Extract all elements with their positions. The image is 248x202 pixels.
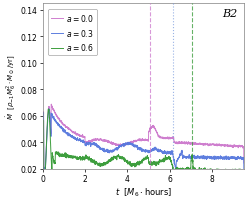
$a = 0.3$ [119,145,122,148]
$a = 0.0$ [242,162,245,164]
$a = 0.3$ [205,158,208,161]
Line: $a = 0.3$: $a = 0.3$ [43,109,244,178]
$a = 0.0$ [213,143,216,146]
$a = 0.6$ [45,138,48,140]
$a = 0.0$ [205,144,208,146]
$a = 0.6$ [205,169,208,171]
$a = 0.6$ [47,108,50,111]
$a = 0.6$ [221,170,224,172]
$a = 0.0$ [221,144,224,147]
Y-axis label: $\dot{M}\ \ [\rho_{-1} M_6^2 \cdot M_\odot/\mathrm{yr}]$: $\dot{M}\ \ [\rho_{-1} M_6^2 \cdot M_\od… [4,54,18,119]
$a = 0.3$ [154,146,156,148]
$a = 0.6$ [119,156,122,158]
$a = 0.6$ [213,170,216,172]
$a = 0.6$ [154,162,156,165]
$a = 0.0$ [41,175,44,177]
$a = 0.3$ [47,108,50,110]
Line: $a = 0.0$: $a = 0.0$ [43,105,244,176]
Line: $a = 0.6$: $a = 0.6$ [43,109,244,195]
$a = 0.0$ [50,103,53,106]
$a = 0.6$ [41,194,44,196]
$a = 0.3$ [45,139,48,141]
$a = 0.0$ [119,143,122,145]
$a = 0.0$ [154,128,156,131]
$a = 0.0$ [45,138,48,140]
$a = 0.3$ [41,176,44,179]
$a = 0.3$ [213,156,216,158]
X-axis label: $t\ \ [M_6 \cdot \mathrm{hours}]$: $t\ \ [M_6 \cdot \mathrm{hours}]$ [115,185,172,198]
Legend: $a = 0.0$, $a = 0.3$, $a = 0.6$: $a = 0.0$, $a = 0.3$, $a = 0.6$ [48,9,97,56]
$a = 0.6$ [242,179,245,181]
$a = 0.3$ [242,170,245,173]
Text: B2: B2 [222,9,238,19]
$a = 0.3$ [221,157,224,159]
